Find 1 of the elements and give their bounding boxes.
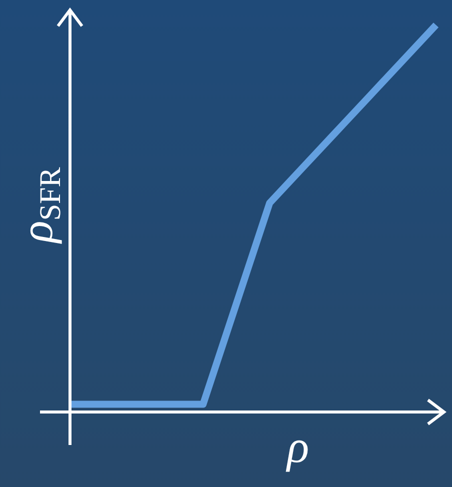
x-axis-title: ρ bbox=[284, 421, 310, 472]
